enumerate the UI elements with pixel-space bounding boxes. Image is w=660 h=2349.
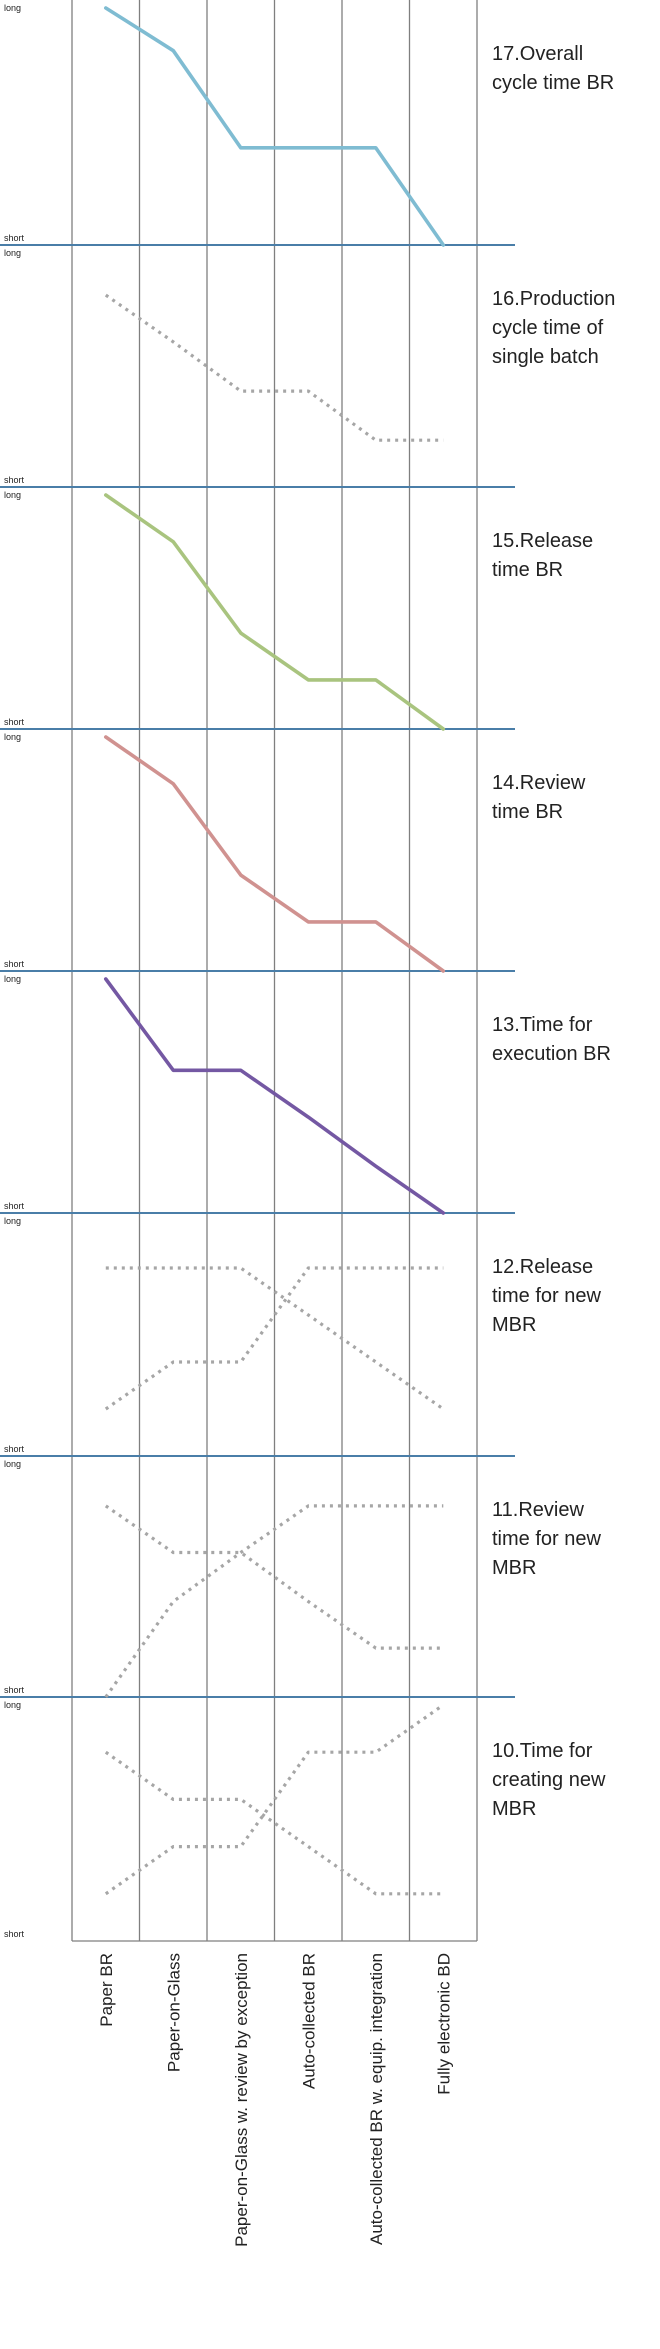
panel-title-line: 12.Release <box>492 1256 593 1278</box>
panel-title-line: cycle time of <box>492 317 604 339</box>
panel-title-line: MBR <box>492 1557 536 1579</box>
panel-title-line: MBR <box>492 1798 536 1820</box>
panel-title: 16.Production cycle time of single batch <box>492 288 615 368</box>
y-label-short: short <box>4 1929 25 1939</box>
chart-panel: long short 12.Release time for new MBR <box>0 1216 601 1457</box>
y-label-short: short <box>4 717 25 727</box>
y-label-short: short <box>4 475 25 485</box>
panel-title-line: time BR <box>492 801 563 823</box>
chart-panel: long short 16.Production cycle time of singl… <box>0 248 615 488</box>
x-tick-label: Paper-on-Glass <box>164 1953 183 2072</box>
y-label-long: long <box>4 3 21 13</box>
panel-title-line: 13.Time for <box>492 1014 593 1036</box>
panel-title-line: 11.Review <box>492 1499 584 1521</box>
panel-title-line: 16.Production <box>492 288 615 310</box>
panel-title-line: time BR <box>492 559 563 581</box>
chart-panel: long short 14.Review time BR <box>0 732 586 973</box>
y-label-short: short <box>4 233 25 243</box>
chart-panel: long short 17.Overall cycle time BR <box>0 3 614 247</box>
series-line <box>104 977 446 1215</box>
x-tick-label: Paper BR <box>97 1953 116 2027</box>
panel-title-line: 17.Overall <box>492 43 583 65</box>
panel-title-line: MBR <box>492 1314 536 1336</box>
panel-title-line: cycle time BR <box>492 72 614 94</box>
panel-title-line: 15.Release <box>492 530 593 552</box>
y-label-long: long <box>4 248 21 258</box>
panel-title: 17.Overall cycle time BR <box>492 43 614 94</box>
panel-title-line: time for new <box>492 1528 601 1550</box>
y-label-long: long <box>4 1700 21 1710</box>
panel-title-line: time for new <box>492 1285 601 1307</box>
chart-panel: long short 10.Time for creating new MBR <box>4 1700 606 1939</box>
x-tick-label: Auto-collected BR w. equip. integration <box>367 1953 386 2245</box>
y-label-short: short <box>4 959 25 969</box>
panel-title-line: 14.Review <box>492 772 586 794</box>
panel-title-line: execution BR <box>492 1043 611 1065</box>
y-label-long: long <box>4 1459 21 1469</box>
panel-title: 12.Release time for new MBR <box>492 1256 601 1336</box>
x-tick-label: Auto-collected BR <box>299 1953 318 2089</box>
chart-panel: long short 13.Time for execution BR <box>0 974 611 1215</box>
series-line <box>105 1266 445 1411</box>
series-line <box>104 1266 444 1411</box>
panel-title: 15.Release time BR <box>492 530 593 581</box>
chart-panel: long short 15.Release time BR <box>0 490 593 731</box>
y-label-long: long <box>4 974 21 984</box>
y-label-long: long <box>4 490 21 500</box>
y-label-short: short <box>4 1444 25 1454</box>
panel-title-line: single batch <box>492 346 599 368</box>
y-label-long: long <box>4 1216 21 1226</box>
series-line <box>104 1504 444 1698</box>
series-line <box>104 493 446 731</box>
chart-panel: long short 11.Review time for new MBR <box>0 1459 601 1698</box>
x-tick-label: Paper-on-Glass w. review by exception <box>232 1953 251 2247</box>
panel-title-line: creating new <box>492 1769 606 1791</box>
y-label-long: long <box>4 732 21 742</box>
panel-title-line: 10.Time for <box>492 1740 593 1762</box>
series-line <box>104 735 446 973</box>
panel-title: 10.Time for creating new MBR <box>492 1740 606 1820</box>
y-label-short: short <box>4 1201 25 1211</box>
y-label-short: short <box>4 1685 25 1695</box>
panel-title: 11.Review time for new MBR <box>492 1499 601 1579</box>
series-line <box>104 6 446 247</box>
x-tick-label: Fully electronic BD <box>434 1953 453 2095</box>
panel-title: 14.Review time BR <box>492 772 586 823</box>
panel-title: 13.Time for execution BR <box>492 1014 611 1065</box>
